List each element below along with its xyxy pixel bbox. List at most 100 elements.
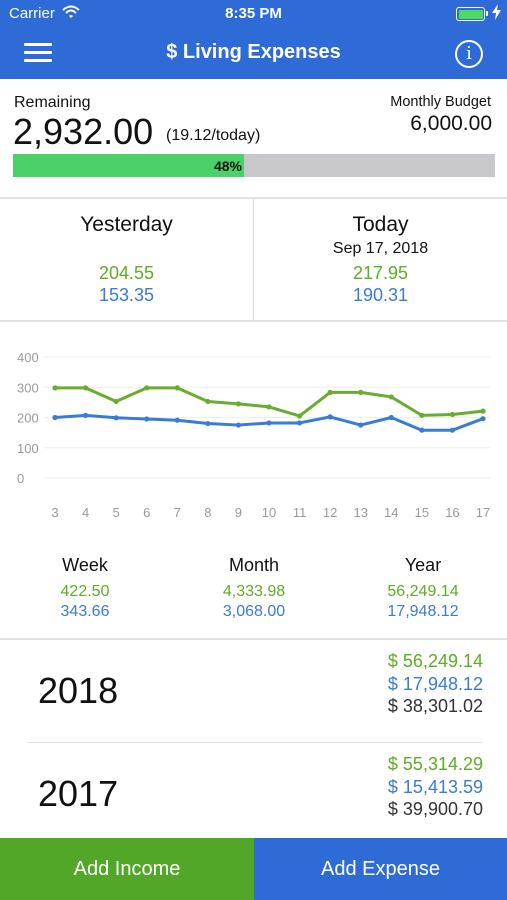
chart-point — [52, 385, 58, 391]
chart-x-tick-label: 12 — [323, 505, 337, 520]
chart-point — [144, 385, 150, 391]
period-week-income: 422.50 — [60, 583, 110, 600]
charging-bolt-icon — [492, 4, 501, 24]
today-income: 217.95 — [352, 263, 409, 283]
carrier-label: Carrier — [9, 5, 55, 22]
navigation-bar: $ Living Expenses i — [0, 28, 507, 79]
chart-y-tick-label: 300 — [17, 380, 39, 395]
chart-point — [235, 422, 242, 428]
period-month-expense: 3,068.00 — [222, 603, 286, 620]
chart-point — [449, 427, 456, 433]
year-expense: $ 17,948.12 — [387, 673, 483, 694]
hamburger-menu-icon[interactable] — [24, 41, 54, 65]
chart-point — [144, 416, 150, 422]
chart-point — [235, 401, 242, 407]
remaining-per-day: (19.12/today) — [166, 127, 261, 144]
period-week[interactable]: Week 422.50 343.66 — [0, 548, 170, 622]
chart-point — [419, 427, 425, 433]
period-month[interactable]: Month 4,333.98 3,068.00 — [169, 548, 339, 622]
period-totals: Week 422.50 343.66 Month 4,333.98 3,068.… — [0, 548, 507, 638]
chart-x-tick-label: 4 — [82, 505, 89, 520]
chart-point — [266, 404, 272, 410]
year-label: 2017 — [38, 773, 119, 814]
chart-point — [327, 389, 333, 395]
chart-x-tick-label: 11 — [293, 505, 307, 520]
year-row-2018[interactable]: 2018 $ 56,249.14 $ 17,948.12 $ 38,301.02 — [27, 640, 483, 742]
chart-point — [480, 408, 486, 414]
today-card[interactable]: Today Sep 17, 2018 217.95 190.31 — [254, 199, 507, 321]
remaining-label: Remaining — [14, 94, 91, 111]
year-balance: $ 38,301.02 — [387, 696, 483, 716]
year-label: 2018 — [38, 670, 119, 711]
add-income-button[interactable]: Add Income — [0, 838, 254, 900]
chart-x-tick-label: 7 — [174, 505, 181, 520]
year-income: $ 56,249.14 — [387, 651, 483, 671]
info-icon[interactable]: i — [455, 40, 483, 68]
chart-x-tick-label: 10 — [262, 505, 276, 520]
today-date: Sep 17, 2018 — [332, 240, 429, 257]
battery-icon — [456, 7, 488, 21]
period-month-income: 4,333.98 — [222, 583, 286, 600]
chart-y-tick-label: 400 — [17, 350, 39, 365]
chart-point — [388, 414, 394, 421]
chart-point — [52, 414, 58, 421]
chart-x-tick-label: 5 — [113, 505, 120, 520]
year-expense: $ 15,413.59 — [387, 776, 483, 797]
action-bar: Add Income Add Expense — [0, 838, 507, 900]
chart-x-tick-label: 8 — [204, 505, 211, 520]
budget-progress-bar: 48% — [13, 154, 495, 177]
chart-x-tick-label: 9 — [235, 505, 242, 520]
chart-point — [296, 420, 303, 426]
chart-point — [449, 411, 456, 418]
budget-summary: Remaining 2,932.00 (19.12/today) Monthly… — [0, 79, 507, 197]
today-expense: 190.31 — [352, 285, 409, 305]
year-row-2017[interactable]: 2017 $ 55,314.29 $ 15,413.59 $ 39,900.70 — [27, 743, 483, 845]
status-bar: Carrier 8:35 PM — [0, 0, 507, 28]
year-totals: $ 55,314.29 $ 15,413.59 $ 39,900.70 — [388, 753, 483, 821]
monthly-budget-value: 6,000.00 — [410, 112, 492, 135]
divider — [27, 742, 482, 743]
add-expense-button[interactable]: Add Expense — [254, 838, 507, 900]
daily-trend-chart: 0 100 200 300 400 3 4 5 6 7 8 9 10 11 12 13 14 15 16 17 — [17, 350, 490, 520]
chart-series-line-1 — [55, 386, 484, 418]
year-balance: $ 39,900.70 — [387, 799, 483, 819]
chart-point — [82, 385, 89, 391]
divider — [0, 638, 507, 640]
yesterday-card[interactable]: Yesterday 204.55 153.35 — [0, 199, 253, 321]
yesterday-expense: 153.35 — [98, 285, 155, 305]
chart-point — [327, 414, 333, 420]
chart-point — [82, 412, 89, 418]
remaining-value: 2,932.00 — [13, 111, 154, 152]
chart-x-tick-label: 16 — [445, 505, 459, 520]
chart-point — [358, 389, 364, 395]
daily-totals: Yesterday 204.55 153.35 Today Sep 17, 20… — [0, 199, 507, 321]
chart-point — [480, 416, 486, 422]
chart-point — [205, 398, 211, 405]
monthly-budget-label: Monthly Budget — [390, 94, 491, 110]
yesterday-label: Yesterday — [80, 213, 173, 236]
period-week-expense: 343.66 — [60, 603, 110, 620]
budget-progress-fill — [13, 154, 244, 177]
period-year[interactable]: Year 56,249.14 17,948.12 — [338, 548, 507, 622]
yesterday-income: 204.55 — [98, 263, 155, 283]
chart-x-tick-label: 17 — [476, 505, 490, 520]
chart-point — [296, 413, 303, 419]
chart-point — [358, 422, 364, 428]
chart-x-tick-label: 15 — [415, 505, 429, 520]
year-income: $ 55,314.29 — [387, 754, 483, 774]
period-year-income: 56,249.14 — [387, 583, 459, 600]
chart-x-tick-label: 3 — [51, 505, 58, 520]
status-time: 8:35 PM — [225, 5, 282, 22]
chart-point — [113, 415, 119, 421]
today-label: Today — [352, 213, 409, 236]
period-year-label: Year — [404, 555, 442, 575]
period-year-expense: 17,948.12 — [387, 603, 459, 620]
wifi-icon — [62, 4, 80, 24]
divider — [0, 197, 507, 199]
chart-point — [113, 398, 119, 405]
chart-point — [388, 394, 394, 400]
divider — [0, 320, 507, 322]
divider — [253, 199, 254, 321]
chart-point — [174, 385, 180, 391]
chart-y-tick-label: 0 — [17, 471, 24, 486]
